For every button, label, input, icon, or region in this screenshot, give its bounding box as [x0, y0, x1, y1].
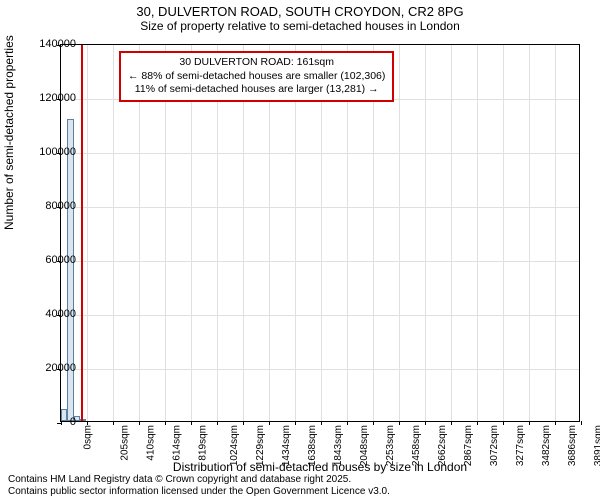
y-tick-label: 60000 — [26, 254, 76, 266]
x-tick-mark — [295, 421, 296, 425]
y-axis-label: Number of semi-detached properties — [2, 35, 16, 230]
x-axis-label: Distribution of semi-detached houses by … — [60, 460, 580, 474]
x-tick-mark — [113, 421, 114, 425]
x-tick-mark — [503, 421, 504, 425]
x-gridline — [451, 45, 452, 421]
x-tick-mark — [217, 421, 218, 425]
footer-attribution: Contains HM Land Registry data © Crown c… — [8, 474, 390, 498]
chart-title: 30, DULVERTON ROAD, SOUTH CROYDON, CR2 8… — [0, 0, 600, 35]
property-marker-line — [81, 45, 83, 421]
x-gridline — [87, 45, 88, 421]
annotation-box: 30 DULVERTON ROAD: 161sqm← 88% of semi-d… — [119, 51, 394, 102]
x-tick-mark — [321, 421, 322, 425]
x-tick-label: 205sqm — [120, 425, 131, 461]
x-gridline — [399, 45, 400, 421]
y-tick-label: 100000 — [26, 146, 76, 158]
x-tick-label: 410sqm — [146, 425, 157, 461]
x-tick-mark — [243, 421, 244, 425]
footer-line2: Contains public sector information licen… — [8, 486, 390, 498]
x-tick-mark — [373, 421, 374, 425]
x-tick-mark — [87, 421, 88, 425]
chart-plot-area: 0sqm205sqm410sqm614sqm819sqm1024sqm1229s… — [60, 44, 580, 422]
annotation-line: ← 88% of semi-detached houses are smalle… — [128, 70, 385, 84]
x-tick-mark — [191, 421, 192, 425]
x-gridline — [503, 45, 504, 421]
x-tick-mark — [555, 421, 556, 425]
x-tick-mark — [165, 421, 166, 425]
x-tick-mark — [477, 421, 478, 425]
x-tick-label: 614sqm — [172, 425, 183, 461]
title-line1: 30, DULVERTON ROAD, SOUTH CROYDON, CR2 8… — [0, 4, 600, 19]
y-tick-label: 80000 — [26, 200, 76, 212]
annotation-line: 30 DULVERTON ROAD: 161sqm — [128, 56, 385, 70]
x-tick-label: 819sqm — [198, 425, 209, 461]
x-gridline — [113, 45, 114, 421]
annotation-line: 11% of semi-detached houses are larger (… — [128, 83, 385, 97]
x-tick-label: 3891sqm — [593, 425, 600, 466]
y-tick-label: 140000 — [26, 38, 76, 50]
x-tick-label: 0sqm — [82, 425, 93, 449]
y-tick-label: 40000 — [26, 308, 76, 320]
x-tick-mark — [529, 421, 530, 425]
x-gridline — [477, 45, 478, 421]
y-tick-label: 20000 — [26, 362, 76, 374]
x-gridline — [529, 45, 530, 421]
x-tick-mark — [399, 421, 400, 425]
x-tick-mark — [347, 421, 348, 425]
y-tick-label: 0 — [26, 416, 76, 428]
footer-line1: Contains HM Land Registry data © Crown c… — [8, 474, 390, 486]
title-line2: Size of property relative to semi-detach… — [0, 19, 600, 33]
x-tick-mark — [269, 421, 270, 425]
histogram-bar — [67, 119, 73, 421]
x-tick-mark — [139, 421, 140, 425]
x-gridline — [555, 45, 556, 421]
x-tick-mark — [425, 421, 426, 425]
x-tick-mark — [581, 421, 582, 425]
x-tick-mark — [451, 421, 452, 425]
y-tick-label: 120000 — [26, 92, 76, 104]
x-gridline — [425, 45, 426, 421]
